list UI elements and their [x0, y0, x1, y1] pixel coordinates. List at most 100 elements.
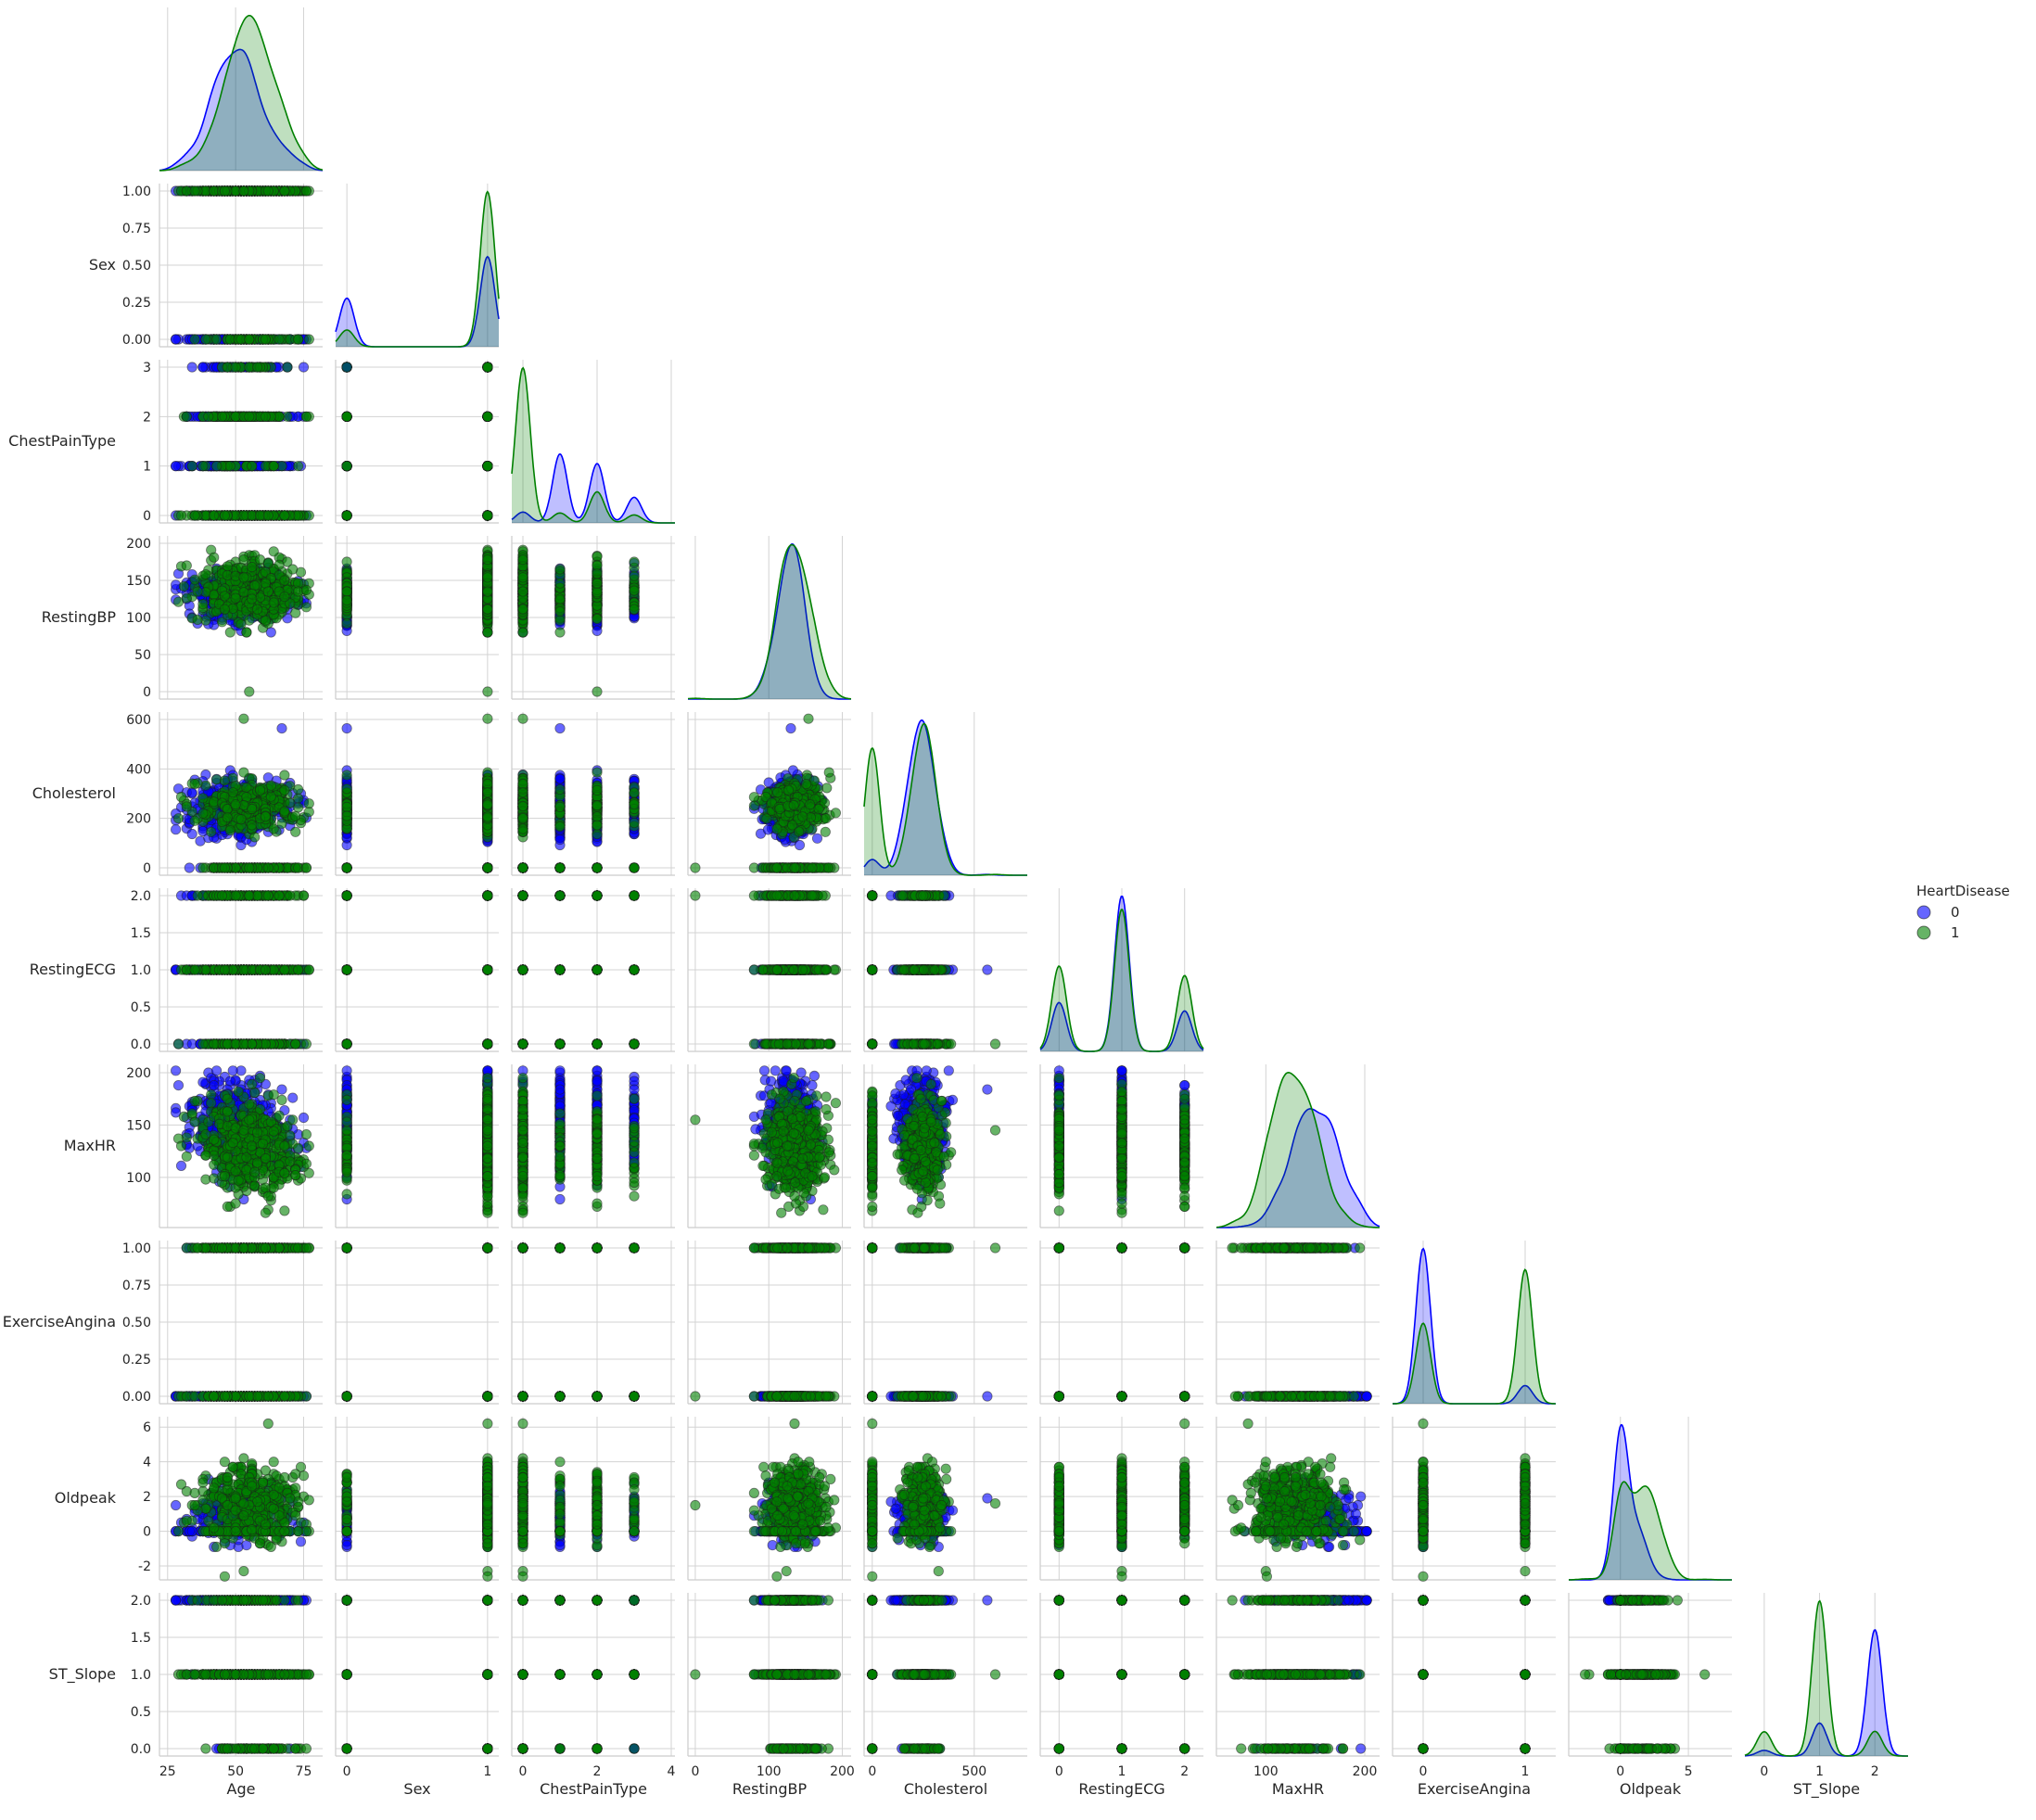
- point: [189, 510, 200, 521]
- kde-line-Age-1: [159, 15, 324, 172]
- kde-fill-Sex-1: [336, 191, 499, 347]
- point: [224, 627, 235, 638]
- point: [268, 546, 279, 557]
- point: [482, 572, 493, 583]
- point: [244, 334, 255, 345]
- point: [274, 334, 285, 345]
- point: [224, 461, 235, 472]
- point: [189, 574, 200, 585]
- point: [244, 411, 255, 422]
- point: [482, 362, 493, 373]
- point: [197, 362, 209, 373]
- point: [251, 604, 263, 615]
- point: [247, 593, 258, 605]
- point: [238, 185, 249, 197]
- point: [211, 461, 223, 472]
- point: [290, 607, 301, 618]
- kde-line-Age-0: [159, 48, 324, 172]
- point: [171, 334, 182, 345]
- point: [219, 604, 230, 615]
- point: [300, 584, 312, 596]
- point: [241, 627, 252, 638]
- cell-ChestPainType-vs-ChestPainType: [511, 360, 675, 524]
- point: [200, 334, 211, 345]
- point: [181, 560, 192, 571]
- cell-Age-vs-Age: [159, 7, 324, 172]
- point: [292, 461, 304, 472]
- point: [181, 411, 192, 422]
- point: [298, 362, 310, 373]
- point: [235, 618, 247, 630]
- cell-ChestPainType-vs-Age: [159, 360, 323, 524]
- point: [268, 461, 279, 472]
- cell-ChestPainType-vs-Sex: [335, 360, 499, 524]
- point: [178, 580, 189, 592]
- point: [279, 591, 290, 603]
- point: [186, 362, 197, 373]
- point: [186, 461, 197, 472]
- point: [211, 334, 223, 345]
- point: [254, 554, 266, 566]
- point: [244, 686, 255, 697]
- point: [279, 510, 290, 521]
- point: [341, 362, 352, 373]
- point: [300, 185, 312, 197]
- point: [262, 510, 274, 521]
- point: [292, 334, 304, 345]
- point: [219, 510, 230, 521]
- point: [192, 614, 203, 626]
- point: [482, 554, 493, 566]
- point: [482, 461, 493, 472]
- point: [341, 411, 352, 422]
- point: [341, 594, 352, 606]
- point: [238, 572, 249, 583]
- point: [482, 627, 493, 638]
- point: [209, 552, 220, 563]
- cell-Sex-vs-Age: [159, 184, 323, 348]
- cell-RestingBP-vs-ChestPainType: [511, 536, 675, 700]
- kde-fill-Age-1: [159, 15, 323, 171]
- point: [171, 461, 182, 472]
- kde-fill-Age-0: [159, 49, 323, 172]
- point: [189, 185, 200, 197]
- point: [172, 596, 185, 607]
- point: [230, 362, 241, 373]
- point: [341, 556, 352, 567]
- point: [341, 510, 352, 521]
- point: [203, 411, 214, 422]
- point: [219, 591, 230, 602]
- point: [251, 362, 263, 373]
- point: [482, 686, 493, 697]
- point: [247, 561, 258, 573]
- point: [303, 334, 314, 345]
- point: [300, 602, 312, 613]
- point: [482, 411, 493, 422]
- point: [482, 586, 493, 597]
- point: [230, 592, 241, 604]
- point: [262, 586, 274, 597]
- point: [303, 510, 314, 521]
- point: [260, 334, 271, 345]
- cell-Sex-vs-Sex: [335, 184, 500, 348]
- point: [238, 587, 249, 598]
- point: [247, 461, 258, 472]
- point: [341, 586, 352, 597]
- pairplot-cells: [159, 7, 1908, 1757]
- point: [282, 362, 293, 373]
- point: [192, 586, 203, 597]
- point: [197, 598, 209, 610]
- point: [274, 559, 285, 570]
- point: [279, 185, 290, 197]
- kde-fill-ChestPainType-1: [512, 367, 675, 523]
- point: [300, 411, 312, 422]
- point: [219, 185, 230, 197]
- point: [341, 461, 352, 472]
- point: [260, 411, 271, 422]
- point: [268, 597, 279, 608]
- point: [341, 617, 352, 630]
- point: [287, 564, 299, 575]
- point: [189, 334, 200, 345]
- point: [216, 411, 228, 422]
- point: [482, 510, 493, 521]
